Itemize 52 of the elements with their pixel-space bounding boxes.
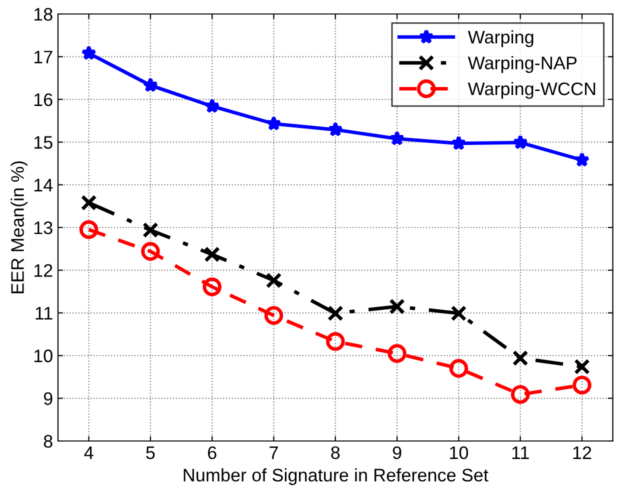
x-tick-label: 6 (208, 446, 216, 460)
point (572, 376, 592, 394)
point (574, 358, 590, 375)
x-axis-title: Number of Signature in Reference Set (184, 468, 488, 486)
point (389, 298, 406, 314)
point (204, 246, 220, 262)
x-tick-label: 8 (331, 446, 340, 460)
point (328, 122, 344, 137)
point (451, 135, 466, 150)
point (79, 220, 98, 240)
x-tick-label: 11 (512, 446, 529, 459)
x-tick-label: 5 (146, 446, 155, 460)
point (450, 305, 467, 322)
point (264, 306, 284, 325)
point (266, 116, 282, 131)
y-tick-label: 12 (34, 264, 52, 277)
x-tick-label: 4 (84, 446, 94, 459)
point (512, 134, 528, 150)
x-tick-label: 12 (573, 446, 592, 459)
point (266, 272, 282, 288)
point (202, 277, 222, 296)
legend-label: Warping (468, 30, 534, 48)
legend-label: Warping-WCCN (468, 82, 596, 99)
x-tick-label: 10 (450, 446, 468, 460)
y-tick-label: 16 (34, 93, 52, 106)
point (142, 77, 158, 92)
point (141, 242, 160, 261)
point (510, 385, 530, 404)
y-axis-title: EER Mean(in %) (10, 161, 28, 294)
point (388, 344, 406, 363)
point (512, 350, 528, 366)
legend-label: Warping-NAP (468, 56, 577, 73)
y-tick-label: 8 (44, 434, 52, 448)
y-tick-label: 11 (36, 307, 52, 320)
point (389, 130, 405, 146)
point (142, 222, 158, 238)
point (81, 45, 96, 60)
x-tick-label: 7 (270, 446, 278, 459)
y-tick-label: 17 (34, 50, 52, 64)
y-tick-label: 14 (34, 178, 53, 192)
point (204, 98, 220, 114)
point (449, 359, 468, 378)
y-tick-label: 18 (34, 8, 52, 21)
point (326, 332, 345, 351)
point (574, 152, 590, 167)
point (327, 305, 344, 322)
x-tick-label: 9 (392, 446, 402, 460)
y-tick-label: 10 (34, 350, 52, 362)
point (80, 194, 97, 211)
y-tick-label: 13 (34, 221, 52, 234)
y-tick-label: 15 (34, 136, 52, 149)
y-tick-label: 9 (44, 392, 52, 406)
